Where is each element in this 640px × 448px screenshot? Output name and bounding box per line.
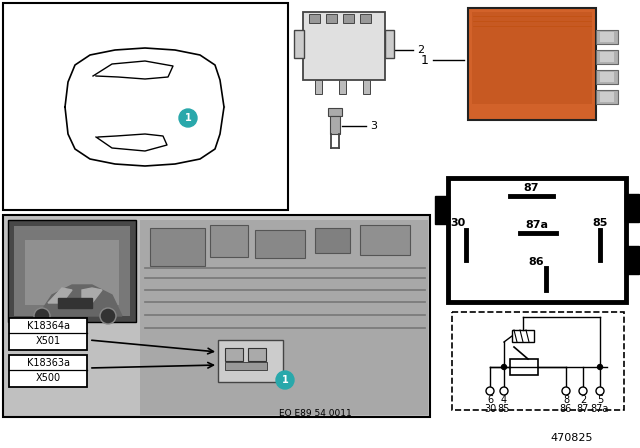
Text: 6: 6 [487, 395, 493, 405]
Polygon shape [96, 134, 167, 151]
Bar [510, 359, 538, 375]
Bar [218, 340, 283, 382]
Bar [9, 355, 87, 387]
Bar [255, 230, 305, 258]
Bar [309, 14, 320, 23]
Bar [140, 220, 428, 415]
Text: EO E89 54 0011: EO E89 54 0011 [278, 409, 351, 418]
Bar [339, 80, 346, 94]
Circle shape [596, 387, 604, 395]
Bar [625, 246, 639, 274]
Text: 87a: 87a [525, 220, 548, 230]
Polygon shape [65, 48, 224, 166]
Text: 5: 5 [597, 395, 603, 405]
Bar [596, 50, 618, 64]
Text: 8: 8 [563, 395, 569, 405]
Bar [596, 90, 618, 104]
Bar [225, 348, 243, 361]
Text: 85: 85 [498, 404, 510, 414]
Bar [303, 12, 385, 80]
Text: 4: 4 [501, 395, 507, 405]
Bar [448, 178, 626, 302]
Polygon shape [38, 285, 122, 316]
Bar [3, 3, 288, 210]
Bar [360, 14, 371, 23]
Circle shape [562, 387, 570, 395]
Bar [600, 52, 614, 62]
Circle shape [179, 109, 197, 127]
Bar [385, 30, 394, 58]
Bar [315, 80, 322, 94]
Bar [25, 240, 119, 305]
Bar [360, 225, 410, 255]
Text: 30: 30 [484, 404, 496, 414]
Text: 2: 2 [417, 45, 424, 55]
Bar [326, 14, 337, 23]
Bar [9, 318, 87, 350]
Bar [596, 70, 618, 84]
Text: 86: 86 [528, 257, 544, 267]
Bar [343, 14, 354, 23]
Text: X501: X501 [35, 336, 61, 346]
Bar [596, 30, 618, 44]
Bar [315, 228, 350, 253]
Bar [600, 32, 614, 42]
Circle shape [579, 387, 587, 395]
Bar [3, 215, 430, 417]
Circle shape [34, 308, 50, 324]
Polygon shape [58, 298, 92, 308]
Bar [468, 8, 596, 120]
Text: X500: X500 [35, 373, 61, 383]
Bar [435, 196, 449, 224]
Text: 1: 1 [282, 375, 289, 385]
Bar [600, 72, 614, 82]
Text: K18364a: K18364a [26, 321, 70, 331]
Text: 3: 3 [370, 121, 377, 131]
Circle shape [502, 365, 506, 370]
Polygon shape [93, 61, 173, 79]
Bar [472, 12, 592, 104]
Bar [225, 362, 267, 370]
Bar [210, 225, 248, 257]
Bar [8, 220, 136, 322]
Text: 87: 87 [577, 404, 589, 414]
Text: 1: 1 [184, 113, 191, 123]
Bar [328, 108, 342, 116]
Bar [294, 30, 304, 58]
Polygon shape [82, 288, 102, 303]
Bar [363, 80, 370, 94]
Bar [330, 116, 340, 134]
Text: 470825: 470825 [551, 433, 593, 443]
Text: 87a: 87a [591, 404, 609, 414]
Bar [14, 226, 130, 316]
Bar [452, 312, 624, 410]
Polygon shape [48, 288, 72, 303]
Circle shape [598, 365, 602, 370]
Circle shape [100, 308, 116, 324]
Circle shape [500, 387, 508, 395]
Text: 86: 86 [560, 404, 572, 414]
Text: 1: 1 [421, 53, 429, 66]
Circle shape [276, 371, 294, 389]
Circle shape [486, 387, 494, 395]
Text: 87: 87 [524, 183, 539, 193]
Bar [512, 330, 534, 342]
Bar [150, 228, 205, 266]
Text: K18363a: K18363a [26, 358, 70, 368]
Bar [248, 348, 266, 361]
Bar [600, 92, 614, 102]
Text: 2: 2 [580, 395, 586, 405]
Text: 85: 85 [592, 218, 608, 228]
Bar [625, 194, 639, 222]
Text: 30: 30 [451, 218, 466, 228]
